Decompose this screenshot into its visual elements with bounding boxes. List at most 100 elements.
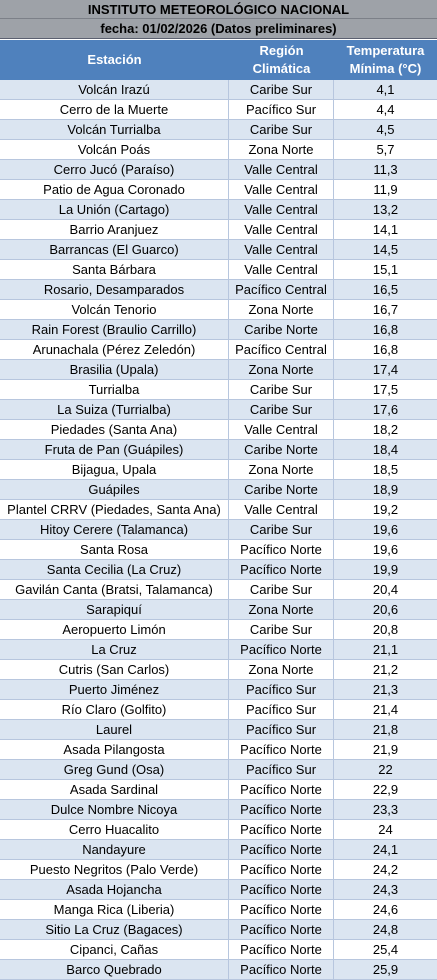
station-cell: Piedades (Santa Ana) [0, 420, 229, 440]
table-row: Dulce Nombre Nicoya Pacífico Norte 23,3 [0, 800, 437, 820]
table-row: Turrialba Caribe Sur 17,5 [0, 380, 437, 400]
station-cell: Guápiles [0, 480, 229, 500]
table-row: Arunachala (Pérez Zeledón) Pacífico Centr… [0, 340, 437, 360]
region-cell: Pacífico Norte [229, 860, 334, 880]
temperature-cell: 24 [334, 820, 437, 840]
table-row: Greg Gund (Osa) Pacífico Sur 22 [0, 760, 437, 780]
region-cell: Valle Central [229, 500, 334, 520]
region-cell: Valle Central [229, 240, 334, 260]
table-row: La Cruz Pacífico Norte 21,1 [0, 640, 437, 660]
temperature-cell: 14,1 [334, 220, 437, 240]
station-cell: Volcán Tenorio [0, 300, 229, 320]
region-cell: Valle Central [229, 220, 334, 240]
station-cell: Cerro Jucó (Paraíso) [0, 160, 229, 180]
region-cell: Zona Norte [229, 460, 334, 480]
date-subtitle: fecha: 01/02/2026 (Datos preliminares) [0, 19, 437, 39]
table-row: Barco Quebrado Pacífico Norte 25,9 [0, 960, 437, 980]
region-cell: Pacífico Norte [229, 820, 334, 840]
table-row: Asada Sardinal Pacífico Norte 22,9 [0, 780, 437, 800]
table-row: Volcán Tenorio Zona Norte 16,7 [0, 300, 437, 320]
station-cell: Cerro Huacalito [0, 820, 229, 840]
temperature-cell: 24,1 [334, 840, 437, 860]
temperature-cell: 4,4 [334, 100, 437, 120]
station-cell: Dulce Nombre Nicoya [0, 800, 229, 820]
station-cell: Gavilán Canta (Bratsi, Talamanca) [0, 580, 229, 600]
region-cell: Pacífico Sur [229, 760, 334, 780]
station-cell: Cutris (San Carlos) [0, 660, 229, 680]
temperature-cell: 24,2 [334, 860, 437, 880]
table-row: Laurel Pacífico Sur 21,8 [0, 720, 437, 740]
temperature-cell: 16,8 [334, 340, 437, 360]
table-row: Fruta de Pan (Guápiles) Caribe Norte 18,4 [0, 440, 437, 460]
header-temp-line2: Mínima (°C) [349, 61, 422, 76]
region-cell: Pacífico Sur [229, 700, 334, 720]
region-cell: Pacífico Sur [229, 680, 334, 700]
temperature-cell: 11,9 [334, 180, 437, 200]
region-cell: Caribe Sur [229, 520, 334, 540]
table-row: Rain Forest (Braulio Carrillo) Caribe Nor… [0, 320, 437, 340]
table-row: La Unión (Cartago) Valle Central 13,2 [0, 200, 437, 220]
temperature-cell: 20,4 [334, 580, 437, 600]
temperature-cell: 24,8 [334, 920, 437, 940]
region-cell: Caribe Norte [229, 320, 334, 340]
region-cell: Pacífico Central [229, 340, 334, 360]
region-cell: Valle Central [229, 200, 334, 220]
station-cell: Sitio La Cruz (Bagaces) [0, 920, 229, 940]
temperature-cell: 22,9 [334, 780, 437, 800]
table-row: Santa Bárbara Valle Central 15,1 [0, 260, 437, 280]
table-header: Estación Región Climática Temperatura Mí… [0, 40, 437, 80]
header-region-label: Región Climática [253, 42, 311, 78]
table-row: Cipanci, Cañas Pacífico Norte 25,4 [0, 940, 437, 960]
temperature-cell: 19,2 [334, 500, 437, 520]
table-row: Bijagua, Upala Zona Norte 18,5 [0, 460, 437, 480]
header-estacion-label: Estación [87, 52, 142, 67]
table-row: Asada Hojancha Pacífico Norte 24,3 [0, 880, 437, 900]
region-cell: Zona Norte [229, 140, 334, 160]
station-cell: Sarapiquí [0, 600, 229, 620]
temperature-cell: 21,9 [334, 740, 437, 760]
station-cell: Barrio Aranjuez [0, 220, 229, 240]
region-cell: Pacífico Norte [229, 960, 334, 980]
region-cell: Pacífico Norte [229, 560, 334, 580]
table-row: Puesto Negritos (Palo Verde) Pacífico Nor… [0, 860, 437, 880]
temperature-cell: 14,5 [334, 240, 437, 260]
station-cell: Rain Forest (Braulio Carrillo) [0, 320, 229, 340]
station-cell: Volcán Turrialba [0, 120, 229, 140]
table-row: Cutris (San Carlos) Zona Norte 21,2 [0, 660, 437, 680]
temperature-cell: 11,3 [334, 160, 437, 180]
temperature-cell: 20,6 [334, 600, 437, 620]
station-cell: Hitoy Cerere (Talamanca) [0, 520, 229, 540]
region-cell: Pacífico Norte [229, 780, 334, 800]
table-row: Cerro de la Muerte Pacífico Sur 4,4 [0, 100, 437, 120]
region-cell: Pacífico Norte [229, 940, 334, 960]
table-row: Brasilia (Upala) Zona Norte 17,4 [0, 360, 437, 380]
station-cell: Santa Bárbara [0, 260, 229, 280]
table-row: Gavilán Canta (Bratsi, Talamanca) Caribe … [0, 580, 437, 600]
region-cell: Caribe Norte [229, 480, 334, 500]
station-cell: Cipanci, Cañas [0, 940, 229, 960]
header-region: Región Climática [229, 40, 334, 80]
station-cell: Asada Sardinal [0, 780, 229, 800]
station-cell: Plantel CRRV (Piedades, Santa Ana) [0, 500, 229, 520]
table-row: Volcán Irazú Caribe Sur 4,1 [0, 80, 437, 100]
header-temperatura-label: Temperatura Mínima (°C) [347, 42, 425, 78]
header-region-line1: Región [259, 43, 304, 58]
table-body: Volcán Irazú Caribe Sur 4,1 Cerro de la Mue… [0, 80, 437, 980]
station-cell: Bijagua, Upala [0, 460, 229, 480]
region-cell: Pacífico Norte [229, 740, 334, 760]
region-cell: Pacífico Central [229, 280, 334, 300]
temperature-cell: 23,3 [334, 800, 437, 820]
station-cell: Barrancas (El Guarco) [0, 240, 229, 260]
region-cell: Pacífico Norte [229, 800, 334, 820]
region-cell: Pacífico Norte [229, 900, 334, 920]
table-row: Piedades (Santa Ana) Valle Central 18,2 [0, 420, 437, 440]
region-cell: Pacífico Norte [229, 920, 334, 940]
region-cell: Caribe Sur [229, 80, 334, 100]
temperature-cell: 21,3 [334, 680, 437, 700]
region-cell: Valle Central [229, 160, 334, 180]
table-row: Asada Pilangosta Pacífico Norte 21,9 [0, 740, 437, 760]
temperature-cell: 13,2 [334, 200, 437, 220]
temperature-cell: 17,4 [334, 360, 437, 380]
temperature-cell: 25,9 [334, 960, 437, 980]
station-cell: Santa Cecilia (La Cruz) [0, 560, 229, 580]
